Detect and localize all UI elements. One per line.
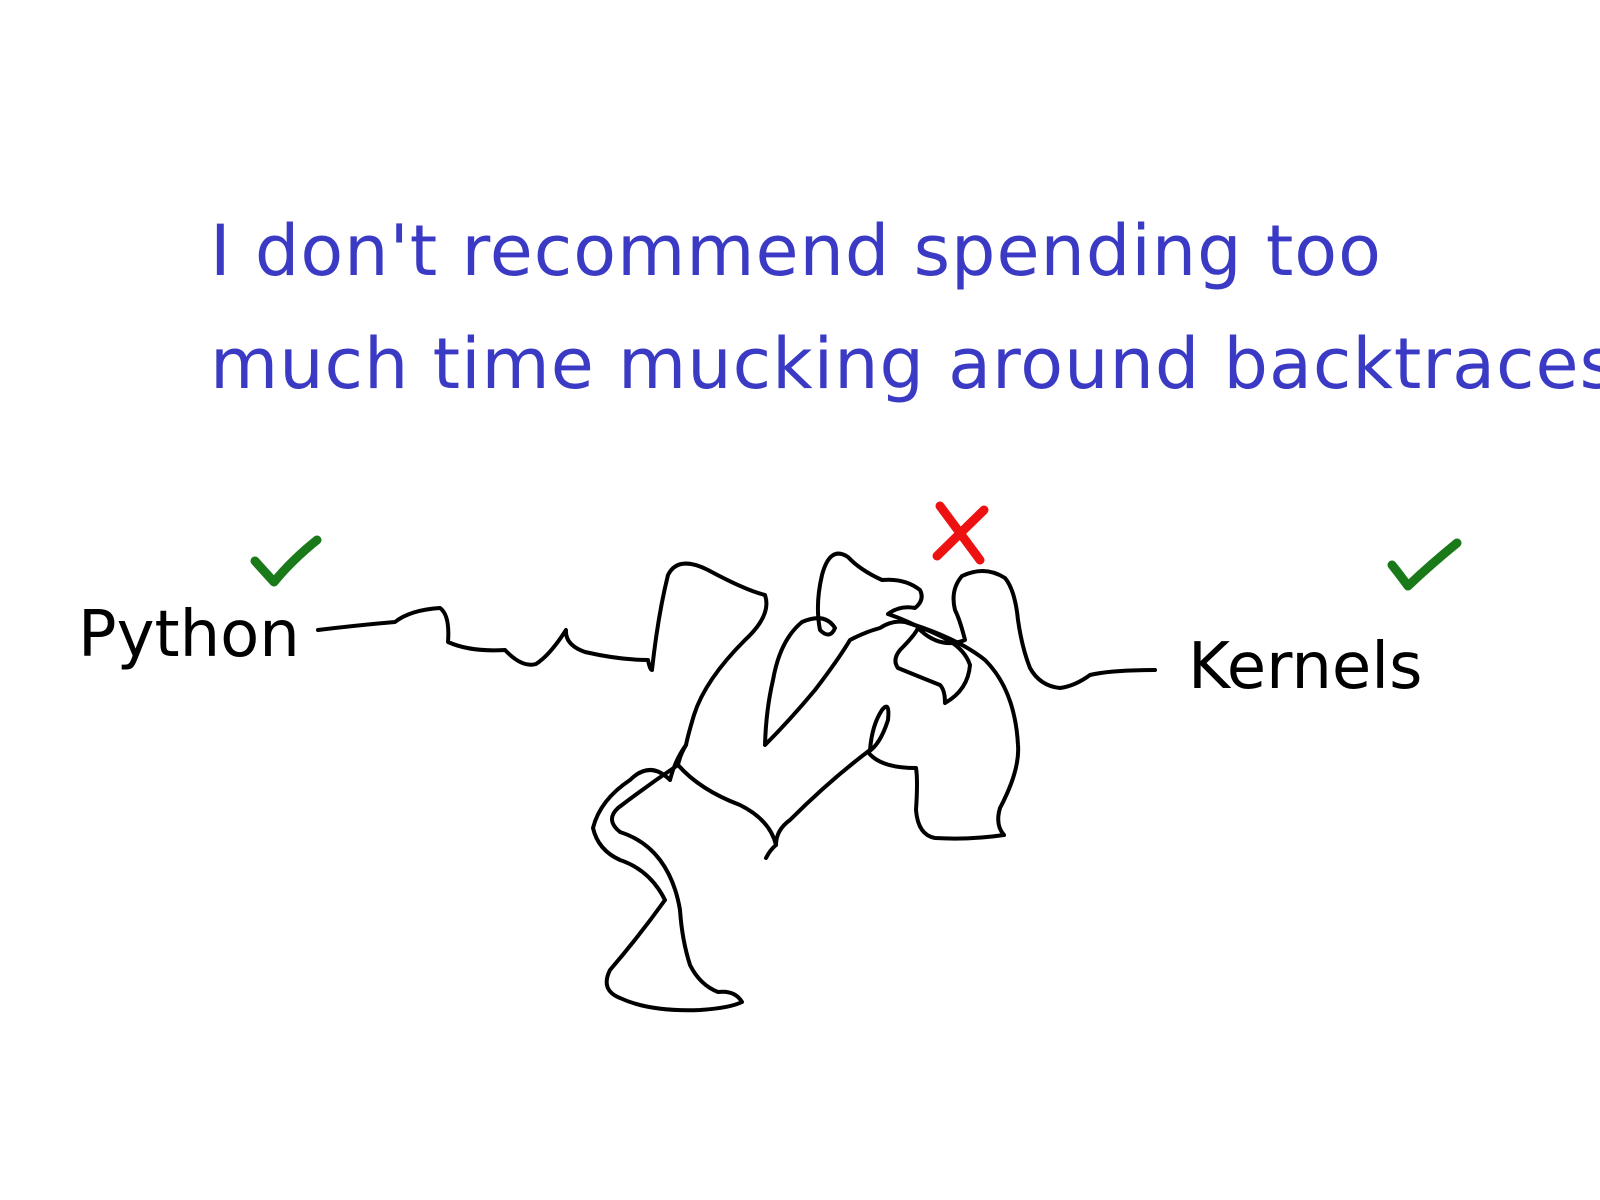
- headline-line-2: much time mucking around backtraces: [210, 323, 1600, 405]
- cross-icon: [932, 501, 989, 565]
- headline-line-1: I don't recommend spending too: [210, 210, 1382, 292]
- check-icon: [1387, 538, 1462, 591]
- python-label: Python: [78, 598, 300, 672]
- tangled-backtrace-loop: [591, 743, 744, 1013]
- tangled-backtrace-cross: [764, 843, 778, 860]
- check-icon: [250, 535, 322, 587]
- tangled-backtrace-line: [316, 551, 1157, 847]
- kernels-label: Kernels: [1188, 630, 1422, 704]
